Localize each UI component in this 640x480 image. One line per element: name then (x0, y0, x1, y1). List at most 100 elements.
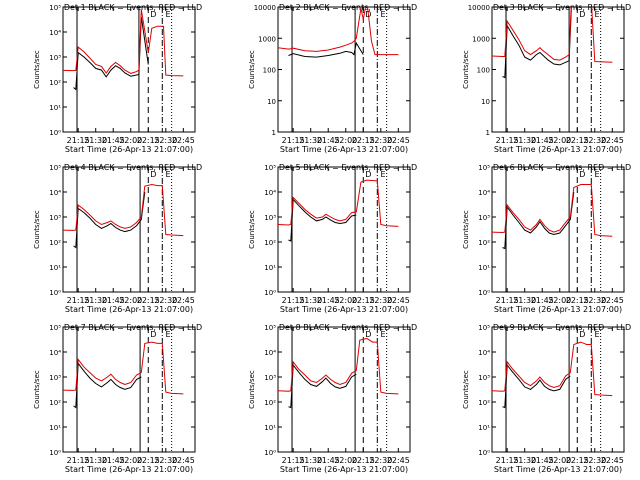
x-tick-label: 21:30 (299, 296, 322, 305)
plot-frame (491, 166, 625, 293)
lld-series (492, 184, 613, 237)
plot-frame (62, 166, 196, 293)
panel-title: Det 3 BLACK = Events, RED = LLD (493, 3, 631, 12)
y-tick-label: 10⁵ (49, 4, 61, 12)
x-tick-label: 22:00 (548, 136, 571, 145)
y-tick-label: 10³ (49, 54, 61, 62)
panel-title: Det 5 BLACK = Events, RED = LLD (279, 163, 417, 172)
events-series (73, 361, 142, 409)
detector-panel-8: Det 8 BLACK = Events, RED = LLD 10⁰ 10¹ 10²… (248, 323, 417, 474)
marker-annotation: D (579, 330, 585, 339)
y-tick-label: 10¹ (49, 424, 61, 432)
x-tick-label: 22:15 (352, 456, 375, 465)
x-tick-label: 21:30 (299, 136, 322, 145)
events-series (502, 363, 571, 409)
marker-annotation: E (165, 10, 170, 19)
y-tick-label: 10⁰ (49, 129, 61, 137)
plot-frame (62, 326, 196, 453)
lld-series (63, 183, 184, 237)
marker-annotation: D (150, 170, 156, 179)
x-tick-label: 21:45 (102, 136, 125, 145)
marker-annotation: D (150, 330, 156, 339)
x-tick-label: 22:00 (548, 296, 571, 305)
panel-title: Det 4 BLACK = Events, RED = LLD (64, 163, 202, 172)
lld-series (278, 179, 399, 227)
y-tick-label: 10³ (49, 214, 61, 222)
y-tick-label: 10¹ (264, 264, 276, 272)
x-tick-label: 22:30 (154, 456, 177, 465)
x-tick-label: 21:30 (84, 456, 107, 465)
lld-series (63, 9, 184, 77)
marker-annotation: D (150, 10, 156, 19)
marker-annotation: D (365, 330, 371, 339)
x-axis-label: Start Time (26-Apr-13 21:07:00) (280, 305, 408, 314)
detector-panel-2: Det 2 BLACK = Events, RED = LLD 1 10 100 100… (248, 3, 417, 154)
y-tick-label: 10³ (264, 374, 276, 382)
detector-panel-9: Det 9 BLACK = Events, RED = LLD 10⁰ 10¹ 10²… (462, 323, 631, 474)
x-tick-label: 22:30 (154, 136, 177, 145)
x-tick-label: 21:45 (317, 136, 340, 145)
y-axis-label: Counts/sec (33, 210, 41, 249)
y-tick-label: 10¹ (49, 264, 61, 272)
marker-annotation: D (365, 10, 371, 19)
marker-annotation: E (380, 330, 385, 339)
y-tick-label: 10¹ (478, 424, 490, 432)
x-tick-label: 22:30 (369, 136, 392, 145)
lld-series (492, 341, 613, 397)
x-tick-label: 22:15 (566, 136, 589, 145)
x-tick-label: 21:15 (496, 296, 519, 305)
y-tick-label: 10³ (478, 374, 490, 382)
events-series (288, 41, 364, 58)
y-tick-label: 10² (264, 239, 276, 247)
x-tick-label: 21:15 (496, 456, 519, 465)
x-tick-label: 21:45 (317, 296, 340, 305)
x-tick-label: 22:45 (601, 456, 624, 465)
y-tick-label: 10⁴ (478, 189, 490, 197)
y-tick-label: 10⁵ (264, 324, 276, 332)
x-tick-label: 22:30 (369, 456, 392, 465)
y-tick-label: 10² (49, 239, 61, 247)
detector-panel-7: Det 7 BLACK = Events, RED = LLD 10⁰ 10¹ 10²… (33, 323, 202, 474)
y-tick-label: 10⁴ (49, 349, 61, 357)
x-tick-label: 22:30 (583, 456, 606, 465)
x-axis-label: Start Time (26-Apr-13 21:07:00) (494, 305, 622, 314)
x-tick-label: 21:45 (531, 296, 554, 305)
marker-annotation: E (594, 330, 599, 339)
x-tick-label: 22:15 (352, 136, 375, 145)
x-tick-label: 22:45 (172, 456, 195, 465)
detector-panel-3: Det 3 BLACK = Events, RED = LLD 1 10 100 100… (462, 3, 631, 154)
plot-frame (491, 326, 625, 453)
y-tick-label: 10 (267, 98, 276, 106)
y-tick-label: 10000 (254, 4, 276, 12)
marker-annotation: E (380, 170, 385, 179)
x-tick-label: 22:15 (137, 136, 160, 145)
x-axis-label: Start Time (26-Apr-13 21:07:00) (494, 145, 622, 154)
events-series (73, 191, 146, 249)
marker-annotation: E (380, 10, 385, 19)
x-tick-label: 21:15 (282, 296, 305, 305)
marker-annotation: E (165, 170, 170, 179)
y-axis-label: Counts/sec (248, 210, 256, 249)
x-axis-label: Start Time (26-Apr-13 21:07:00) (65, 465, 193, 474)
x-tick-label: 21:45 (531, 136, 554, 145)
panel-title: Det 2 BLACK = Events, RED = LLD (279, 3, 417, 12)
y-tick-label: 10⁴ (49, 29, 61, 37)
lld-series (63, 341, 184, 395)
x-tick-label: 22:45 (172, 296, 195, 305)
y-axis-label: Counts/sec (248, 50, 256, 89)
y-tick-label: 10⁰ (49, 449, 61, 457)
y-tick-label: 10¹ (264, 424, 276, 432)
y-tick-label: 10² (49, 399, 61, 407)
x-tick-label: 22:00 (119, 456, 142, 465)
panel-title: Det 8 BLACK = Events, RED = LLD (279, 323, 417, 332)
x-tick-label: 21:15 (282, 136, 305, 145)
lld-series (278, 337, 399, 395)
events-series (73, 16, 149, 91)
x-tick-label: 21:45 (531, 456, 554, 465)
x-tick-label: 22:45 (601, 136, 624, 145)
x-axis-label: Start Time (26-Apr-13 21:07:00) (280, 145, 408, 154)
y-tick-label: 10⁵ (478, 164, 490, 172)
plot-frame (277, 166, 411, 293)
panel-title: Det 1 BLACK = Events, RED = LLD (64, 3, 202, 12)
y-tick-label: 10000 (468, 4, 490, 12)
